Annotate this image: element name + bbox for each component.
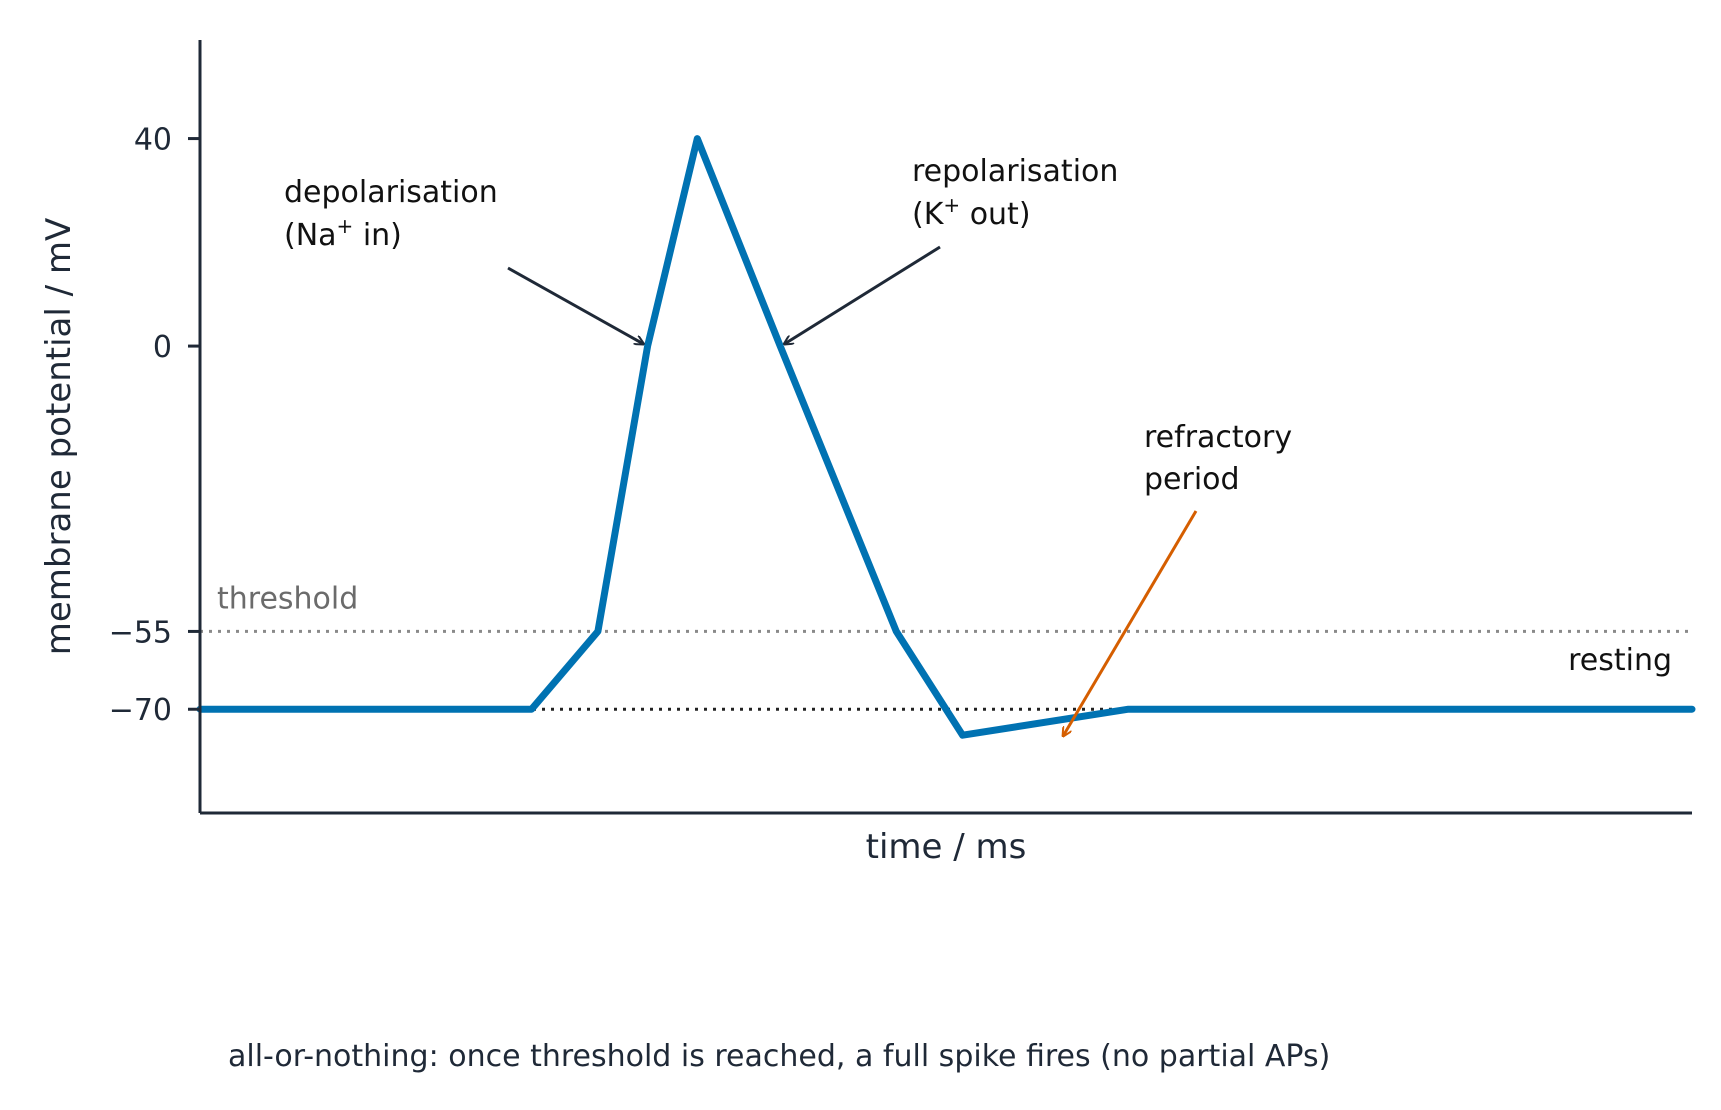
depolarisation-ion-label: (Na+ in) (284, 214, 402, 253)
repolarisation-ion-label: (K+ out) (912, 193, 1031, 232)
y-axis-title: membrane potential / mV (39, 218, 79, 656)
x-axis-title: time / ms (866, 827, 1027, 867)
depolarisation-label: depolarisation (284, 175, 498, 210)
membrane-potential-series (196, 135, 1696, 739)
resting-label: resting (1568, 643, 1672, 678)
threshold-label: threshold (217, 581, 358, 616)
y-tick-label: 40 (134, 123, 172, 158)
refractory-arrow (1063, 510, 1198, 736)
repolarisation-label: repolarisation (912, 154, 1118, 189)
y-tick-label: −55 (109, 615, 172, 650)
y-ticks: 40 0 −55 −70 (109, 123, 200, 728)
y-tick-label: −70 (109, 693, 172, 728)
refractory-period-label: period (1144, 462, 1240, 497)
refractory-label: refractory (1144, 420, 1292, 455)
repolarisation-arrow (784, 245, 941, 344)
refractory-annotation: refractory period (1144, 420, 1302, 497)
y-tick-label: 0 (153, 330, 172, 365)
depolarisation-arrow (507, 266, 644, 344)
chart-caption: all-or-nothing: once threshold is reache… (228, 1039, 1330, 1074)
repolarisation-annotation: repolarisation (K+ out) (912, 154, 1128, 232)
depolarisation-annotation: depolarisation (Na+ in) (284, 175, 507, 253)
